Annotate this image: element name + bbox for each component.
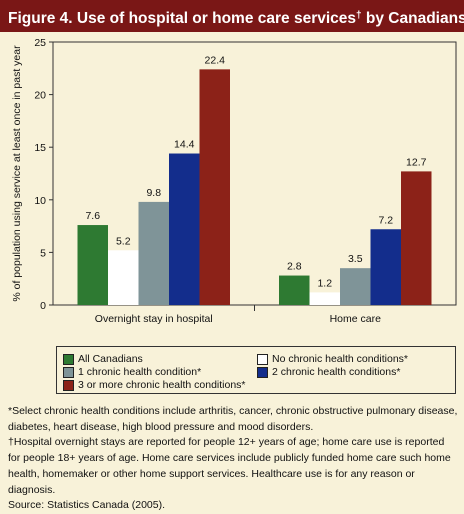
legend-swatch — [257, 366, 268, 378]
y-tick-label: 5 — [40, 247, 46, 259]
legend-item-3-or-more-chronic: 3 or more chronic health conditions* — [63, 379, 246, 391]
footnotes: *Select chronic health conditions includ… — [8, 404, 458, 514]
y-tick-label: 25 — [34, 37, 46, 49]
data-label: 2.8 — [287, 261, 302, 273]
legend-swatch — [63, 366, 74, 378]
title-text: Figure 4. Use of hospital or home care s… — [8, 10, 357, 27]
title-dagger: † — [356, 10, 362, 21]
y-tick-label: 10 — [34, 195, 46, 207]
legend-item-2-chronic: 2 chronic health conditions* — [257, 366, 400, 378]
legend-swatch — [63, 379, 74, 391]
x-category-label: Overnight stay in hospital — [95, 313, 213, 325]
legend-label: No chronic health conditions* — [272, 353, 408, 365]
legend-item-1-chronic: 1 chronic health condition* — [63, 366, 201, 378]
bar — [279, 275, 310, 305]
data-label: 5.2 — [116, 235, 131, 247]
bar — [108, 250, 139, 305]
data-label: 9.8 — [146, 187, 161, 199]
bar — [169, 153, 200, 305]
legend: All Canadians 1 chronic health condition… — [56, 346, 456, 394]
bar — [370, 229, 401, 305]
legend-item-all-canadians: All Canadians — [63, 353, 143, 365]
source-note: Source: Statistics Canada (2005). — [8, 499, 165, 512]
footnote-chronic-conditions: *Select chronic health conditions includ… — [8, 405, 458, 433]
legend-swatch — [257, 353, 268, 365]
y-tick-label: 0 — [40, 300, 46, 312]
y-axis-label: % of population using service at least o… — [11, 45, 23, 302]
bar — [77, 225, 108, 305]
legend-item-no-chronic: No chronic health conditions* — [257, 353, 408, 365]
data-label: 7.2 — [378, 214, 393, 226]
data-label: 7.6 — [85, 210, 100, 222]
legend-label: 3 or more chronic health conditions* — [78, 379, 246, 391]
bar-chart: 0 5 10 15 20 25 % of population using service … — [11, 37, 457, 325]
bar — [340, 268, 371, 305]
footnote-age-definitions: †Hospital overnight stays are reported f… — [8, 436, 451, 496]
bar — [309, 292, 340, 305]
bar — [199, 69, 230, 305]
y-tick-label: 20 — [34, 90, 46, 102]
legend-label: 2 chronic health conditions* — [272, 366, 401, 378]
title-text-end: by Canadians, 2005 — [365, 10, 464, 27]
x-category-label: Home care — [330, 313, 382, 325]
data-label: 22.4 — [205, 54, 226, 66]
bar — [401, 171, 432, 305]
data-label: 3.5 — [348, 253, 363, 265]
data-label: 12.7 — [406, 156, 427, 168]
data-label: 14.4 — [174, 139, 195, 151]
legend-label: All Canadians — [78, 353, 143, 365]
legend-swatch — [63, 353, 74, 365]
bar — [138, 201, 169, 305]
legend-label: 1 chronic health condition* — [78, 366, 202, 378]
data-label: 1.2 — [317, 277, 332, 289]
figure-title: Figure 4. Use of hospital or home care s… — [0, 0, 464, 32]
y-tick-label: 15 — [34, 142, 46, 154]
